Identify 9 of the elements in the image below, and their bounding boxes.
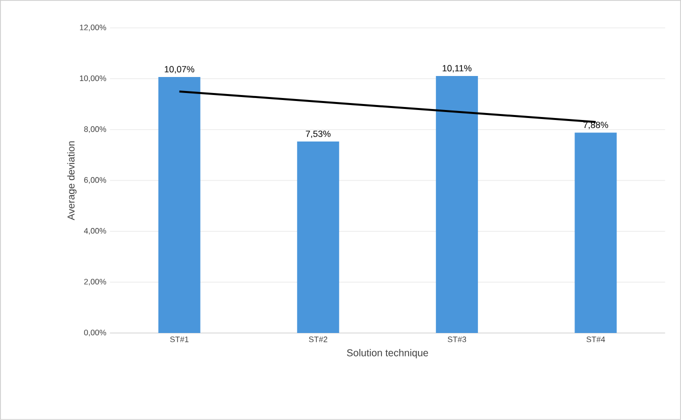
data-label: 7,53% [306, 130, 331, 138]
data-label: 10,11% [442, 65, 472, 72]
bar [297, 142, 340, 334]
bar [574, 132, 617, 334]
y-axis-title: Average deviation [67, 141, 77, 220]
data-label: 10,07% [164, 66, 194, 74]
bar [436, 76, 478, 334]
x-axis-title: Solution technique [346, 349, 428, 358]
bar [158, 77, 200, 334]
